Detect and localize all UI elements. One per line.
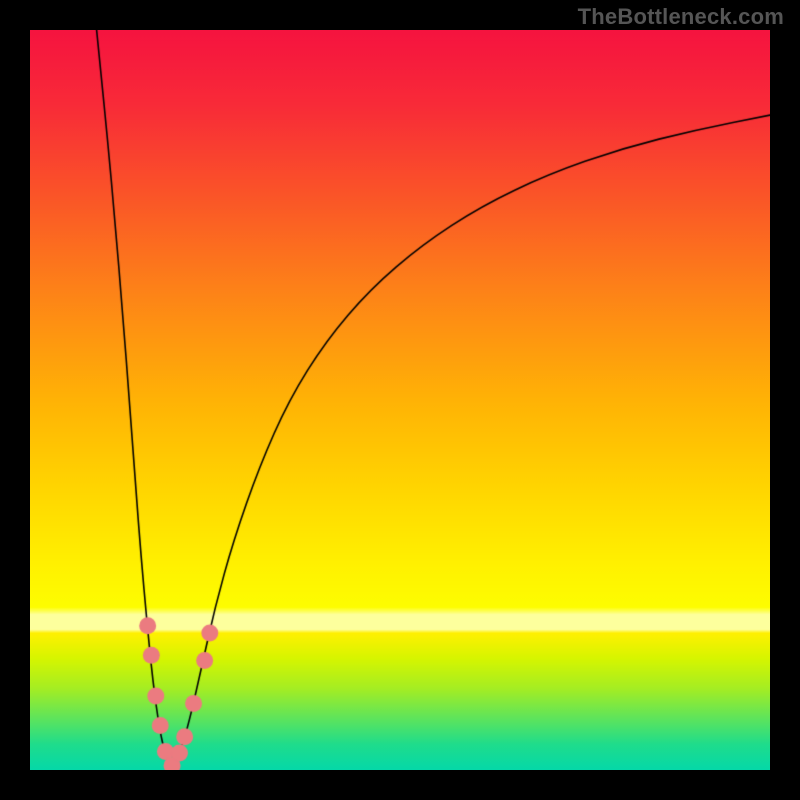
- curve-layer: [30, 30, 770, 770]
- chart-root: TheBottleneck.com: [0, 0, 800, 800]
- plot-area: [30, 30, 770, 770]
- watermark-text: TheBottleneck.com: [578, 4, 784, 30]
